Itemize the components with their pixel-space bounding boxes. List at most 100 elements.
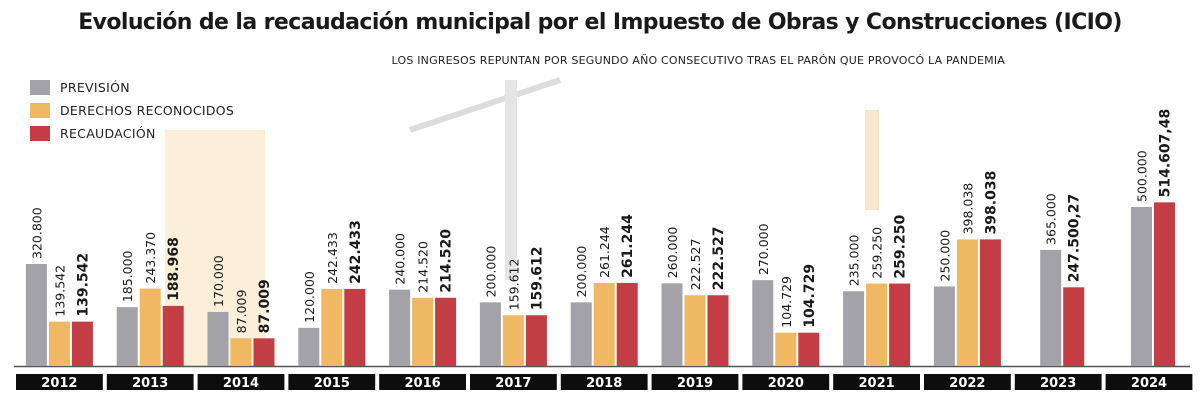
bar-prevision [570, 302, 592, 366]
crane-illustration [865, 110, 879, 210]
bar-derechos [775, 332, 797, 366]
bar-prevision [389, 289, 411, 366]
legend: PREVISIÓN DERECHOS RECONOCIDOS RECAUDACI… [30, 76, 234, 145]
bar-recaudacion [435, 297, 457, 366]
bar-derechos [956, 239, 978, 366]
data-label: 240.000 [393, 233, 408, 285]
x-tick-label: 2020 [768, 376, 804, 391]
bar-prevision [1040, 249, 1062, 366]
bar-derechos [321, 288, 343, 366]
year-label-box [742, 374, 830, 390]
year-label-box [1014, 374, 1102, 390]
x-tick-label: 2024 [1131, 376, 1167, 391]
crane-illustration [409, 77, 561, 133]
bar-recaudacion [1063, 287, 1085, 366]
legend-label: RECAUDACIÓN [60, 126, 156, 141]
crane-illustration [505, 80, 517, 280]
data-label: 247.500,27 [1067, 194, 1083, 283]
data-label: 214.520 [439, 229, 455, 293]
data-label: 235.000 [847, 235, 862, 287]
bar-prevision [752, 280, 774, 366]
year-label-box [924, 374, 1011, 390]
data-label: 398.038 [960, 183, 975, 235]
bar-prevision [479, 302, 501, 366]
legend-item-prevision: PREVISIÓN [30, 76, 234, 99]
bar-prevision [25, 263, 47, 366]
year-label-box [197, 374, 285, 390]
bar-recaudacion [979, 239, 1001, 366]
data-label: 242.433 [325, 232, 340, 284]
data-label: 214.520 [416, 241, 431, 293]
bar-recaudacion [344, 288, 366, 366]
bar-derechos [866, 283, 888, 366]
bar-recaudacion [616, 282, 638, 366]
data-label: 500.000 [1135, 150, 1150, 202]
bar-derechos [684, 295, 706, 366]
bar-recaudacion [889, 283, 911, 366]
data-label: 159.612 [506, 259, 521, 311]
year-label-box [288, 374, 376, 390]
data-label: 365.000 [1044, 193, 1059, 245]
data-label: 261.244 [597, 226, 612, 278]
data-label: 320.800 [29, 207, 44, 259]
data-label: 222.527 [688, 239, 703, 291]
legend-label: DERECHOS RECONOCIDOS [60, 103, 235, 118]
year-label-box [833, 374, 920, 390]
year-label-box [16, 374, 103, 390]
data-label: 185.000 [120, 250, 135, 302]
data-label: 222.527 [711, 226, 727, 290]
legend-swatch [30, 126, 50, 141]
bar-recaudacion [798, 332, 820, 366]
data-label: 87.009 [234, 290, 249, 334]
data-label: 200.000 [483, 246, 498, 298]
data-label: 120.000 [302, 271, 317, 323]
year-label-box [470, 374, 557, 390]
x-tick-label: 2019 [677, 376, 713, 391]
legend-label: PREVISIÓN [60, 80, 130, 95]
bar-recaudacion [1154, 202, 1175, 366]
bar-derechos [502, 315, 524, 366]
data-label: 104.729 [779, 276, 794, 328]
year-label-box [1105, 374, 1193, 390]
data-label: 260.000 [665, 227, 680, 279]
bar-recaudacion [71, 321, 93, 366]
x-tick-label: 2013 [132, 376, 168, 391]
year-label-box [106, 374, 194, 390]
x-tick-label: 2012 [41, 376, 77, 391]
x-tick-label: 2022 [949, 376, 985, 391]
x-tick-label: 2014 [223, 376, 259, 391]
bar-derechos [48, 321, 70, 366]
x-tick-label: 2023 [1040, 376, 1076, 391]
data-label: 243.370 [143, 232, 158, 284]
year-label-box [560, 374, 648, 390]
bar-prevision [298, 327, 320, 366]
data-label: 259.250 [893, 215, 909, 279]
bar-recaudacion [162, 305, 184, 366]
bar-derechos [139, 288, 161, 366]
bar-prevision [116, 307, 138, 366]
bar-derechos [412, 297, 434, 366]
data-label: 514.607,48 [1158, 109, 1174, 198]
year-label-box [651, 374, 739, 390]
bar-derechos [230, 338, 252, 366]
legend-item-recaudacion: RECAUDACIÓN [30, 122, 234, 145]
x-tick-label: 2021 [859, 376, 895, 391]
data-label: 250.000 [937, 230, 952, 282]
data-label: 200.000 [574, 246, 589, 298]
x-tick-label: 2017 [495, 376, 531, 391]
data-label: 104.729 [802, 264, 818, 328]
x-tick-label: 2016 [405, 376, 441, 391]
year-label-box [379, 374, 466, 390]
bar-recaudacion [253, 338, 275, 366]
data-label: 159.612 [529, 246, 545, 310]
data-label: 398.038 [983, 171, 999, 235]
x-tick-label: 2018 [586, 376, 622, 391]
data-label: 188.968 [166, 237, 182, 301]
data-label: 259.250 [870, 227, 885, 279]
data-label: 270.000 [756, 223, 771, 275]
bar-prevision [207, 311, 229, 366]
bar-derechos [593, 282, 615, 366]
legend-swatch [30, 103, 50, 118]
data-label: 87.009 [257, 279, 273, 333]
